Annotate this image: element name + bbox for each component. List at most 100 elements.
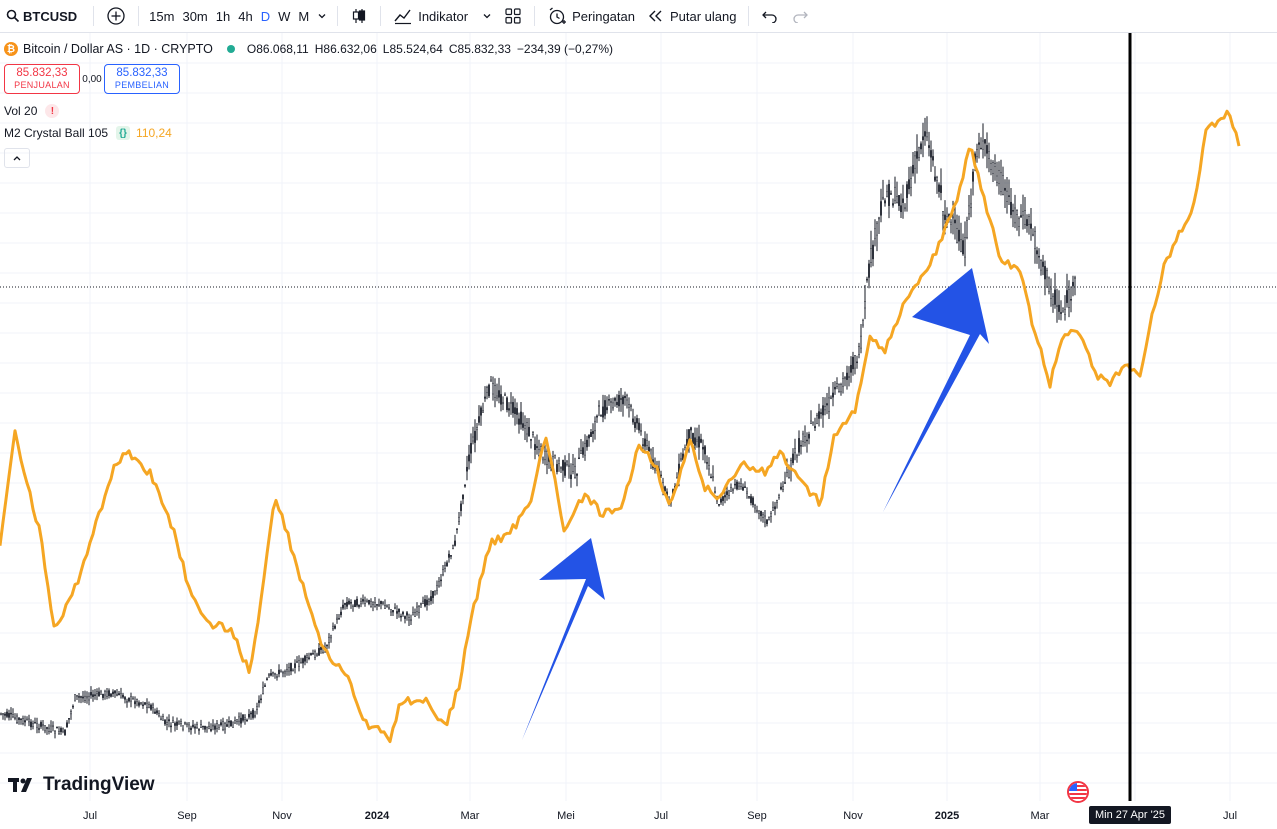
timeframe-w[interactable]: W xyxy=(278,8,291,24)
candle-body xyxy=(1042,261,1044,267)
candle-body xyxy=(350,602,352,604)
candle-body xyxy=(576,473,578,476)
annotation-arrow-1[interactable] xyxy=(522,538,605,740)
candle-body xyxy=(828,397,830,413)
candle-body xyxy=(810,420,812,424)
timeframe-m[interactable]: M xyxy=(298,8,310,24)
candle-body xyxy=(194,726,196,729)
candle-body xyxy=(756,509,758,512)
sell-button[interactable]: 85.832,33 PENJUALAN xyxy=(4,64,80,94)
timeframe-d[interactable]: D xyxy=(260,8,271,24)
collapse-legend-button[interactable] xyxy=(4,148,30,168)
compare-button[interactable] xyxy=(100,0,132,32)
candle-body xyxy=(724,495,726,498)
time-axis[interactable]: Jul Sep Nov 2024 Mar Mei Jul Sep Nov 202… xyxy=(0,801,1277,829)
candle-body xyxy=(516,408,518,415)
candle-body xyxy=(388,607,390,609)
candle-body xyxy=(922,136,924,141)
candle-body xyxy=(302,658,304,664)
undo-button[interactable] xyxy=(755,0,785,32)
candle-body xyxy=(1058,304,1060,312)
candle-body xyxy=(622,396,624,405)
candle-body xyxy=(818,411,820,419)
candle-body xyxy=(202,725,204,728)
candle-body xyxy=(852,356,854,370)
timeframe-15m[interactable]: 15m xyxy=(149,8,175,24)
indicator-legend[interactable]: M2 Crystal Ball 105 {} 110,24 xyxy=(4,122,619,144)
candle-body xyxy=(888,183,890,206)
candle-body xyxy=(1036,250,1038,255)
candle-body xyxy=(796,455,798,458)
timeframe-dropdown[interactable] xyxy=(313,0,331,32)
candle-body xyxy=(1066,290,1068,303)
redo-button[interactable] xyxy=(785,0,815,32)
candle-body xyxy=(608,399,610,401)
candle-body xyxy=(986,145,988,154)
candle-body xyxy=(1024,210,1026,225)
candle-body xyxy=(742,486,744,491)
candle-body xyxy=(636,418,638,424)
candle-body xyxy=(698,436,700,448)
replay-button[interactable]: Putar ulang xyxy=(641,0,743,32)
layouts-button[interactable] xyxy=(498,0,528,32)
candle-body xyxy=(718,504,720,506)
candle-body xyxy=(822,405,824,416)
tradingview-logo[interactable]: TradingView xyxy=(8,774,155,796)
chart-type-button[interactable] xyxy=(344,0,374,32)
timeframe-30m[interactable]: 30m xyxy=(182,8,208,24)
candle-body xyxy=(1056,305,1058,307)
source-code-icon[interactable]: {} xyxy=(116,126,131,140)
candle-body xyxy=(846,372,848,380)
alarm-clock-icon xyxy=(549,7,567,25)
candle-body xyxy=(6,711,8,717)
candle-body xyxy=(76,694,78,697)
candle-body xyxy=(962,240,964,255)
timeframe-1h[interactable]: 1h xyxy=(215,8,231,24)
candle-body xyxy=(110,693,112,697)
x-tick-label: Mar xyxy=(1030,810,1050,822)
indicators-button[interactable]: Indikator xyxy=(387,0,498,32)
candle-body xyxy=(316,653,318,657)
ohlc-high-label: H xyxy=(314,42,324,56)
annotation-arrow-2[interactable] xyxy=(883,268,989,512)
main-series-legend[interactable]: ₿ Bitcoin / Dollar AS · 1D · CRYPTO O 86.… xyxy=(4,38,619,60)
top-toolbar: BTCUSD 15m 30m 1h 4h D W M Indikator xyxy=(0,0,1277,33)
candle-body xyxy=(926,132,928,138)
symbol-search[interactable]: BTCUSD xyxy=(0,0,83,32)
us-economic-event-icon[interactable] xyxy=(1067,781,1089,803)
x-tick-label: Sep xyxy=(747,810,767,822)
candle-body xyxy=(970,203,972,208)
chart-pane[interactable] xyxy=(0,33,1277,801)
price-chart[interactable] xyxy=(0,33,1277,801)
candle-body xyxy=(8,713,10,718)
candle-body xyxy=(710,476,712,479)
candle-body xyxy=(844,377,846,379)
candle-body xyxy=(1022,211,1024,216)
candle-body xyxy=(276,676,278,678)
candle-body xyxy=(952,216,954,219)
candle-body xyxy=(280,669,282,673)
candle-body xyxy=(30,721,32,728)
sell-price: 85.832,33 xyxy=(16,67,68,79)
candle-body xyxy=(186,722,188,725)
candle-body xyxy=(266,678,268,680)
candle-body xyxy=(728,490,730,496)
timeframe-4h[interactable]: 4h xyxy=(238,8,253,24)
candle-body xyxy=(364,600,366,604)
warning-icon[interactable]: ! xyxy=(45,104,60,118)
candle-body xyxy=(868,263,870,278)
candle-body xyxy=(1046,270,1048,278)
candle-body xyxy=(214,725,216,730)
buy-button[interactable]: 85.832,33 PEMBELIAN xyxy=(104,64,180,94)
candle-body xyxy=(912,164,914,174)
candle-body xyxy=(204,725,206,730)
market-status-dot xyxy=(226,45,235,53)
candle-body xyxy=(990,163,992,170)
undo-icon xyxy=(762,11,778,23)
candle-body xyxy=(286,669,288,672)
candle-body xyxy=(430,596,432,602)
candle-body xyxy=(722,496,724,501)
candle-body xyxy=(1018,218,1020,227)
volume-legend[interactable]: Vol 20 ! xyxy=(4,100,619,122)
alerts-button[interactable]: Peringatan xyxy=(541,0,641,32)
